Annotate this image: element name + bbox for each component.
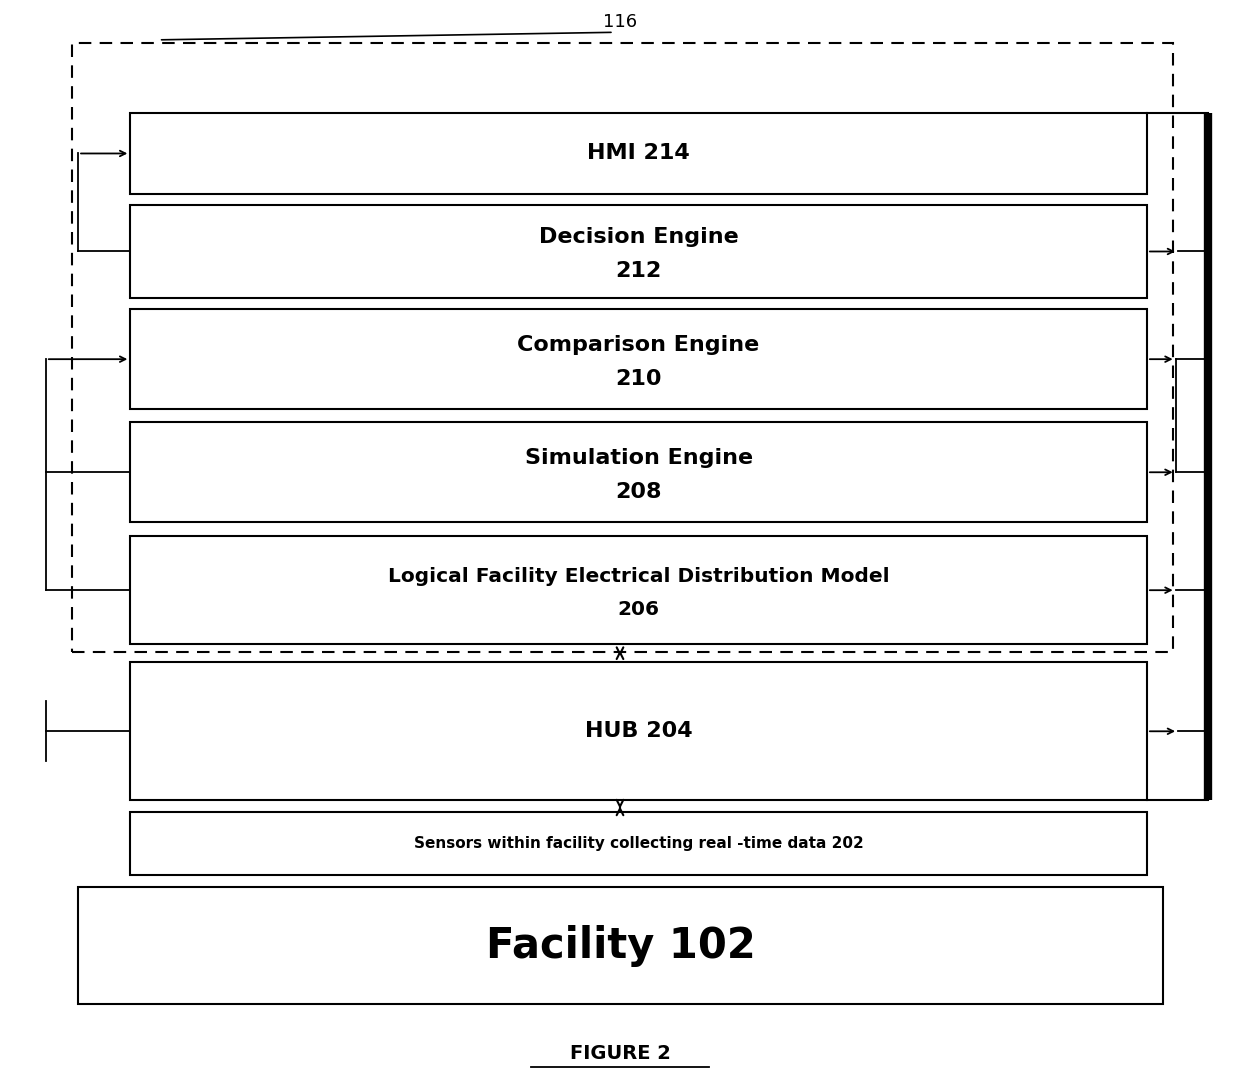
FancyBboxPatch shape [78,887,1163,1004]
FancyBboxPatch shape [130,205,1147,298]
Text: Logical Facility Electrical Distribution Model: Logical Facility Electrical Distribution… [388,567,889,586]
Text: 210: 210 [615,368,662,389]
FancyBboxPatch shape [130,812,1147,875]
FancyBboxPatch shape [130,536,1147,644]
Text: 116: 116 [603,13,637,30]
Text: 206: 206 [618,600,660,619]
Text: Decision Engine: Decision Engine [538,227,739,248]
Text: Comparison Engine: Comparison Engine [517,335,760,355]
Text: 212: 212 [615,261,662,281]
Text: HMI 214: HMI 214 [588,143,689,164]
Text: 208: 208 [615,481,662,502]
FancyBboxPatch shape [130,113,1147,194]
Text: Sensors within facility collecting real -time data 202: Sensors within facility collecting real … [414,836,863,851]
Text: HUB 204: HUB 204 [585,722,692,741]
Text: Simulation Engine: Simulation Engine [525,448,753,468]
Text: FIGURE 2: FIGURE 2 [569,1044,671,1063]
FancyBboxPatch shape [130,662,1147,800]
Text: Facility 102: Facility 102 [486,925,755,966]
FancyBboxPatch shape [130,422,1147,522]
FancyBboxPatch shape [130,309,1147,409]
